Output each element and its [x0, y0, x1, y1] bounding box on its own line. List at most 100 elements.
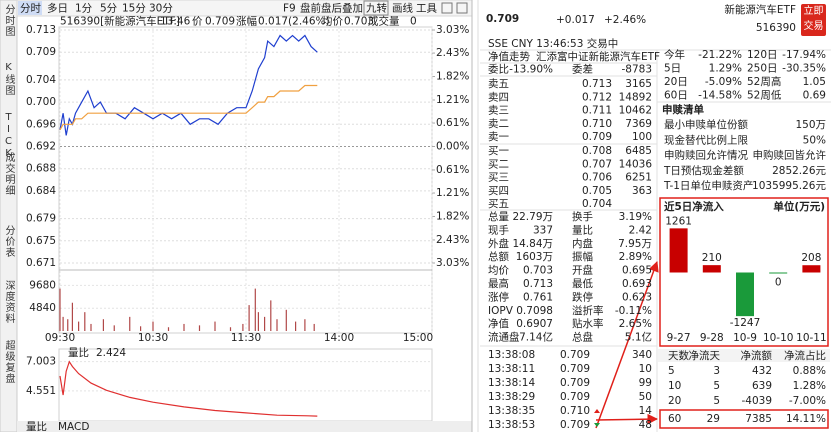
x-tick-label: 15:00 [403, 332, 433, 344]
volume-bar [313, 323, 315, 331]
y-tick-label: 0.704 [26, 74, 56, 86]
stat-label: 总额 [488, 250, 509, 263]
stat-value: 0.695 [622, 265, 652, 277]
bar-value-label: 0 [775, 277, 782, 289]
redemption-value: 申购赎回皆允许 [753, 149, 827, 162]
volume-bar [78, 321, 80, 331]
bar [702, 265, 721, 273]
return-value: 1.05 [803, 76, 826, 88]
sidebar-tab[interactable]: 成交明细 [3, 152, 14, 196]
stat-value: 0.713 [523, 278, 553, 290]
book-level: 买四 [488, 185, 509, 197]
stat-value: 3.19% [619, 211, 652, 223]
trade-time: 13:38:14 [488, 377, 535, 389]
panel-title: 近5日净流入 [664, 200, 724, 213]
sidebar-tab[interactable]: K线图 [3, 62, 14, 96]
bar-value-label: 208 [801, 252, 821, 264]
return-label: 20日 [664, 76, 688, 88]
bar [736, 272, 754, 317]
book-level: 买二 [488, 158, 509, 170]
toolbar-tab: 30分 [149, 3, 173, 15]
indicator-label: 量比 [68, 346, 89, 359]
stat-label: 净值 [488, 317, 509, 330]
redemption-label: T-1日单位申赎资产 [663, 179, 753, 192]
y2-tick-label: 1.21% [436, 94, 469, 106]
toolbar-item: 叠加 [342, 3, 363, 15]
stat-label: 均价 [488, 265, 509, 277]
x-tick-label: 10-9 [733, 332, 757, 344]
redemption-value: 50% [803, 134, 826, 146]
stat-label: 最高 [488, 277, 509, 290]
book-level: 卖一 [488, 131, 509, 143]
ratio-frame [58, 348, 433, 422]
arrow [595, 413, 659, 425]
sidebar-tab[interactable]: 分时图 [3, 4, 14, 37]
table-cell: 1.28% [793, 380, 826, 392]
y2-tick-label: 2.43% [436, 47, 469, 59]
trade-price: 0.710 [560, 405, 590, 417]
table-cell: 5 [713, 380, 720, 392]
sidebar-tab[interactable]: TICK [3, 112, 14, 160]
trade-time: 13:38:11 [488, 363, 535, 375]
toolbar-item: 九转 [366, 2, 387, 15]
sidebar-tab[interactable]: 超级复盘 [3, 340, 14, 384]
icon [456, 2, 468, 14]
stat-label: 总盘 [572, 331, 593, 344]
y-tick-label: 0.700 [26, 96, 56, 108]
toolbar-tab: 分时 [20, 3, 41, 15]
volume-bar [167, 327, 170, 331]
stat-label: 量比 [572, 223, 593, 236]
stat-label: 振幅 [572, 250, 593, 263]
quote-info: 涨幅 [236, 15, 257, 28]
bottom-bar [17, 421, 472, 432]
trade-price: 0.709 [560, 349, 590, 361]
y-tick-label: 0.709 [26, 46, 56, 58]
line [59, 360, 318, 417]
stat-value: 0.6907 [516, 318, 553, 330]
table-cell: 20 [668, 395, 681, 407]
stat-value: 1603万 [516, 251, 553, 263]
book-price: 0.704 [582, 198, 612, 210]
y-tick-label: 0.684 [26, 185, 56, 197]
icon [441, 2, 453, 14]
trade-volume: 340 [632, 349, 652, 361]
table-cell: 5 [713, 395, 720, 407]
table-cell: 29 [707, 413, 720, 425]
trade-button[interactable]: 立即交易 [801, 4, 826, 36]
volume-bar [257, 312, 259, 331]
volume-bar [67, 319, 69, 331]
sidebar-tab[interactable]: 分价表 [3, 225, 14, 258]
book-level: 卖二 [488, 118, 509, 130]
volume-bar [113, 325, 115, 331]
panel-unit: 单位(万元) [773, 200, 825, 213]
stat-label: IOPV [488, 305, 514, 317]
return-value: 1.29% [709, 63, 742, 75]
stat-label: 总量 [488, 210, 509, 223]
quote-info: 516390[新能源汽车ETF] [60, 15, 180, 28]
trade-volume: 14 [639, 405, 653, 417]
x-tick-label: 11:30 [231, 332, 261, 344]
fund-name: 新能源汽车ETF [724, 3, 796, 16]
trade-volume: 50 [639, 391, 652, 403]
stat-value: 0.761 [523, 291, 553, 303]
highlight-box [659, 197, 829, 347]
trade-price: 0.709 [560, 377, 590, 389]
sidebar [0, 0, 18, 432]
y-tick-label: 0.713 [26, 24, 56, 36]
volume-bar [285, 309, 287, 331]
stat-value: 0.7098 [516, 305, 553, 317]
toolbar-tab: 1分 [75, 3, 93, 15]
table-header-bg [658, 349, 830, 362]
y-tick-label: 4840 [29, 302, 56, 314]
table-cell: 10 [668, 380, 681, 392]
table-cell: 7385 [745, 413, 772, 425]
volume-bar [152, 321, 154, 331]
volume-bar [71, 302, 73, 331]
trade-price: 0.709 [560, 391, 590, 403]
stat-value: 2.42 [629, 224, 652, 236]
book-level: 卖三 [488, 105, 509, 117]
quote-info: 0.017(2.46%) [258, 16, 330, 28]
sidebar-tab[interactable]: 深度资料 [3, 280, 14, 324]
volume-bar [242, 323, 244, 331]
toolbar-item: F9 [283, 3, 296, 15]
